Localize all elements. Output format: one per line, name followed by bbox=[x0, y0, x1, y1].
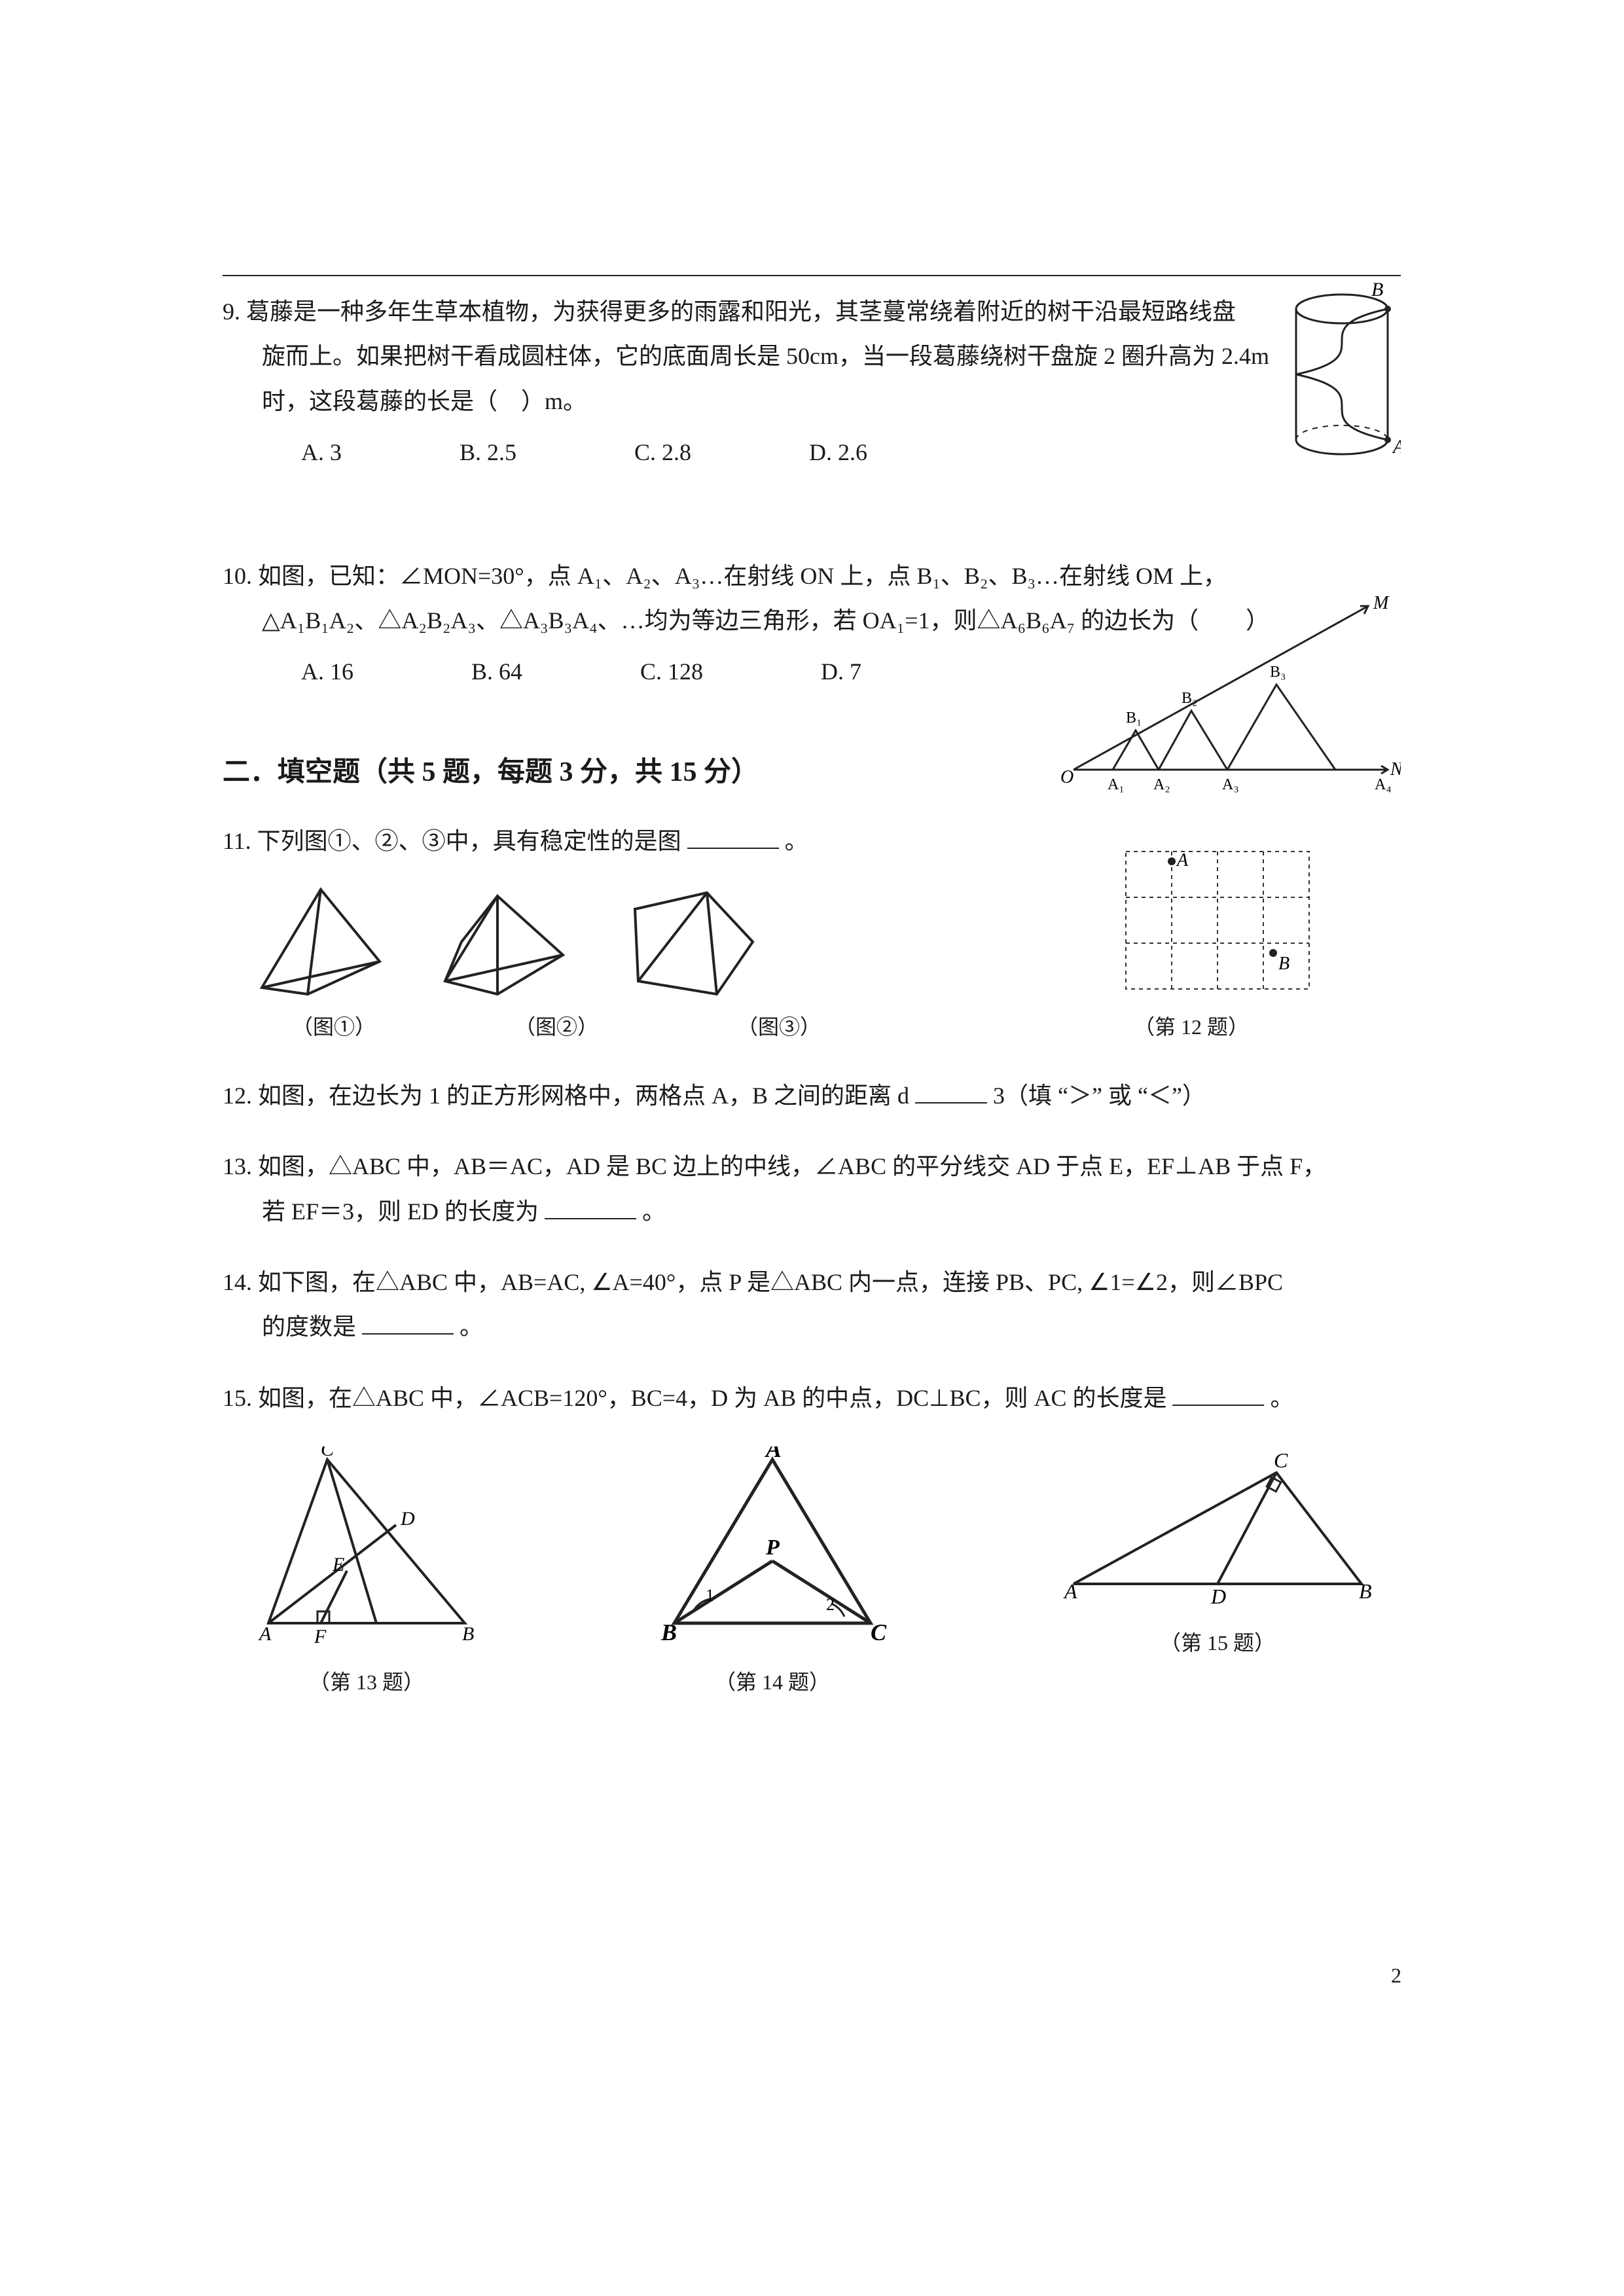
q14-line1: 14. 如下图，在△ABC 中，AB=AC, ∠A=40°，点 P 是△ABC … bbox=[223, 1260, 1401, 1304]
q13-line2: 若 EF＝3，则 ED 的长度为 bbox=[262, 1198, 539, 1225]
cyl-label-a: A bbox=[1392, 436, 1401, 457]
svg-text:C: C bbox=[871, 1619, 887, 1643]
fig-15: A B C D bbox=[1060, 1446, 1375, 1604]
q12-grid-figure: A B bbox=[1113, 838, 1322, 1009]
svg-text:A: A bbox=[258, 1623, 272, 1643]
q13-line1: 13. 如图，△ABC 中，AB＝AC，AD 是 BC 边上的中线，∠ABC 的… bbox=[223, 1144, 1401, 1189]
cap-q12: （第 12 题） bbox=[1087, 1007, 1296, 1047]
svg-text:D: D bbox=[400, 1508, 415, 1530]
fig-1 bbox=[249, 883, 393, 1001]
svg-text:A: A bbox=[1176, 850, 1189, 870]
q14-line2: 的度数是 bbox=[262, 1314, 356, 1340]
question-15: 15. 如图，在△ABC 中，∠ACB=120°，BC=4，D 为 AB 的中点… bbox=[223, 1376, 1401, 1420]
question-12: 12. 如图，在边长为 1 的正方形网格中，两格点 A，B 之间的距离 d 3（… bbox=[223, 1073, 1401, 1118]
q9-opt-d: D. 2.6 bbox=[809, 430, 867, 475]
svg-text:B: B bbox=[1359, 1579, 1372, 1603]
question-9: 9. 葛藤是一种多年生草本植物，为获得更多的雨露和阳光，其茎蔓常绕着附近的树干沿… bbox=[223, 289, 1401, 475]
svg-text:O: O bbox=[1060, 767, 1074, 787]
cap-2: （图②） bbox=[484, 1007, 628, 1047]
svg-text:C: C bbox=[1274, 1448, 1288, 1472]
q13-period: 。 bbox=[642, 1198, 666, 1225]
page-content: 9. 葛藤是一种多年生草本植物，为获得更多的雨露和阳光，其茎蔓常绕着附近的树干沿… bbox=[223, 275, 1401, 1702]
fig-14: A B C P 1 2 bbox=[648, 1446, 897, 1643]
svg-text:B₂: B₂ bbox=[1182, 690, 1197, 707]
question-10: 10. 如图，已知：∠MON=30°，点 A₁、A₂、A₃…在射线 ON 上，点… bbox=[223, 554, 1401, 694]
q15-text: 15. 如图，在△ABC 中，∠ACB=120°，BC=4，D 为 AB 的中点… bbox=[223, 1385, 1166, 1411]
q12-text-b: 3（填 “＞” 或 “＜”） bbox=[993, 1083, 1206, 1109]
fig-15-col: A B C D （第 15 题） bbox=[1060, 1446, 1375, 1702]
svg-text:D: D bbox=[1210, 1585, 1226, 1604]
svg-text:B: B bbox=[1278, 954, 1290, 974]
fig-14-col: A B C P 1 2 （第 14 题） bbox=[648, 1446, 897, 1702]
q14-blank bbox=[362, 1309, 454, 1335]
q9-line1: 9. 葛藤是一种多年生草本植物，为获得更多的雨露和阳光，其茎蔓常绕着附近的树干沿… bbox=[223, 289, 1401, 334]
bottom-figures-row: A B C D E F （第 13 题） A B C P bbox=[223, 1446, 1401, 1702]
q11-captions: （图①） （图②） （图③） （第 12 题） bbox=[262, 1007, 1401, 1047]
top-rule bbox=[223, 275, 1401, 276]
svg-text:B₃: B₃ bbox=[1270, 664, 1286, 681]
fig-3 bbox=[615, 883, 759, 1001]
q10-opt-b: B. 64 bbox=[471, 649, 522, 694]
svg-text:A₁: A₁ bbox=[1108, 776, 1125, 793]
svg-text:M: M bbox=[1373, 593, 1390, 613]
q12-blank bbox=[915, 1077, 987, 1103]
q10-opt-c: C. 128 bbox=[640, 649, 703, 694]
q12-text-a: 12. 如图，在边长为 1 的正方形网格中，两格点 A，B 之间的距离 d bbox=[223, 1083, 909, 1109]
cap-3: （图③） bbox=[707, 1007, 851, 1047]
q13-blank bbox=[545, 1193, 636, 1219]
question-11: 11. 下列图①、②、③中，具有稳定性的是图 。 A B bbox=[223, 819, 1401, 1047]
svg-text:B: B bbox=[660, 1619, 677, 1643]
q9-cylinder-figure: B A bbox=[1270, 283, 1401, 466]
q15-blank bbox=[1172, 1380, 1264, 1406]
page-number: 2 bbox=[1391, 1964, 1401, 1988]
svg-text:A₃: A₃ bbox=[1222, 776, 1239, 793]
svg-text:P: P bbox=[765, 1535, 780, 1560]
question-14: 14. 如下图，在△ABC 中，AB=AC, ∠A=40°，点 P 是△ABC … bbox=[223, 1260, 1401, 1350]
svg-text:B: B bbox=[462, 1623, 474, 1643]
svg-text:F: F bbox=[314, 1626, 327, 1643]
fig-13: A B C D E F bbox=[249, 1446, 484, 1643]
q11-blank bbox=[687, 823, 779, 849]
question-13: 13. 如图，△ABC 中，AB＝AC，AD 是 BC 边上的中线，∠ABC 的… bbox=[223, 1144, 1401, 1234]
q10-diagram: O A₁ A₂ A₃ A₄ B₁ B₂ B₃ M N bbox=[1060, 593, 1401, 796]
cap-13: （第 13 题） bbox=[249, 1662, 484, 1702]
svg-text:2: 2 bbox=[826, 1595, 835, 1614]
svg-text:N: N bbox=[1390, 759, 1401, 780]
svg-text:A: A bbox=[1063, 1579, 1077, 1603]
q9-options: A. 3 B. 2.5 C. 2.8 D. 2.6 bbox=[223, 430, 1401, 475]
svg-text:B₁: B₁ bbox=[1126, 709, 1142, 726]
svg-text:E: E bbox=[332, 1554, 344, 1575]
q9-opt-c: C. 2.8 bbox=[634, 430, 691, 475]
cyl-label-b: B bbox=[1371, 283, 1383, 300]
q9-line3: 时，这段葛藤的长是（ ）m。 bbox=[223, 379, 1401, 423]
svg-text:C: C bbox=[321, 1446, 334, 1460]
svg-text:A₄: A₄ bbox=[1375, 776, 1392, 793]
q10-opt-d: D. 7 bbox=[821, 649, 861, 694]
cap-1: （图①） bbox=[262, 1007, 406, 1047]
svg-text:A₂: A₂ bbox=[1153, 776, 1170, 793]
svg-text:1: 1 bbox=[706, 1586, 714, 1605]
fig-2 bbox=[432, 883, 576, 1001]
q14-period: 。 bbox=[460, 1314, 483, 1340]
cap-14: （第 14 题） bbox=[648, 1662, 897, 1702]
q10-opt-a: A. 16 bbox=[301, 649, 353, 694]
fig-13-col: A B C D E F （第 13 题） bbox=[249, 1446, 484, 1702]
q10-line1: 10. 如图，已知：∠MON=30°，点 A₁、A₂、A₃…在射线 ON 上，点… bbox=[223, 554, 1401, 598]
q11-period: 。 bbox=[785, 828, 808, 854]
cap-15: （第 15 题） bbox=[1060, 1623, 1375, 1663]
q11-text: 11. 下列图①、②、③中，具有稳定性的是图 bbox=[223, 828, 681, 854]
q15-period: 。 bbox=[1270, 1385, 1293, 1411]
svg-text:A: A bbox=[765, 1446, 782, 1462]
q9-opt-a: A. 3 bbox=[301, 430, 342, 475]
q9-line2: 旋而上。如果把树干看成圆柱体，它的底面周长是 50cm，当一段葛藤绕树干盘旋 2… bbox=[223, 334, 1401, 378]
q9-opt-b: B. 2.5 bbox=[460, 430, 516, 475]
